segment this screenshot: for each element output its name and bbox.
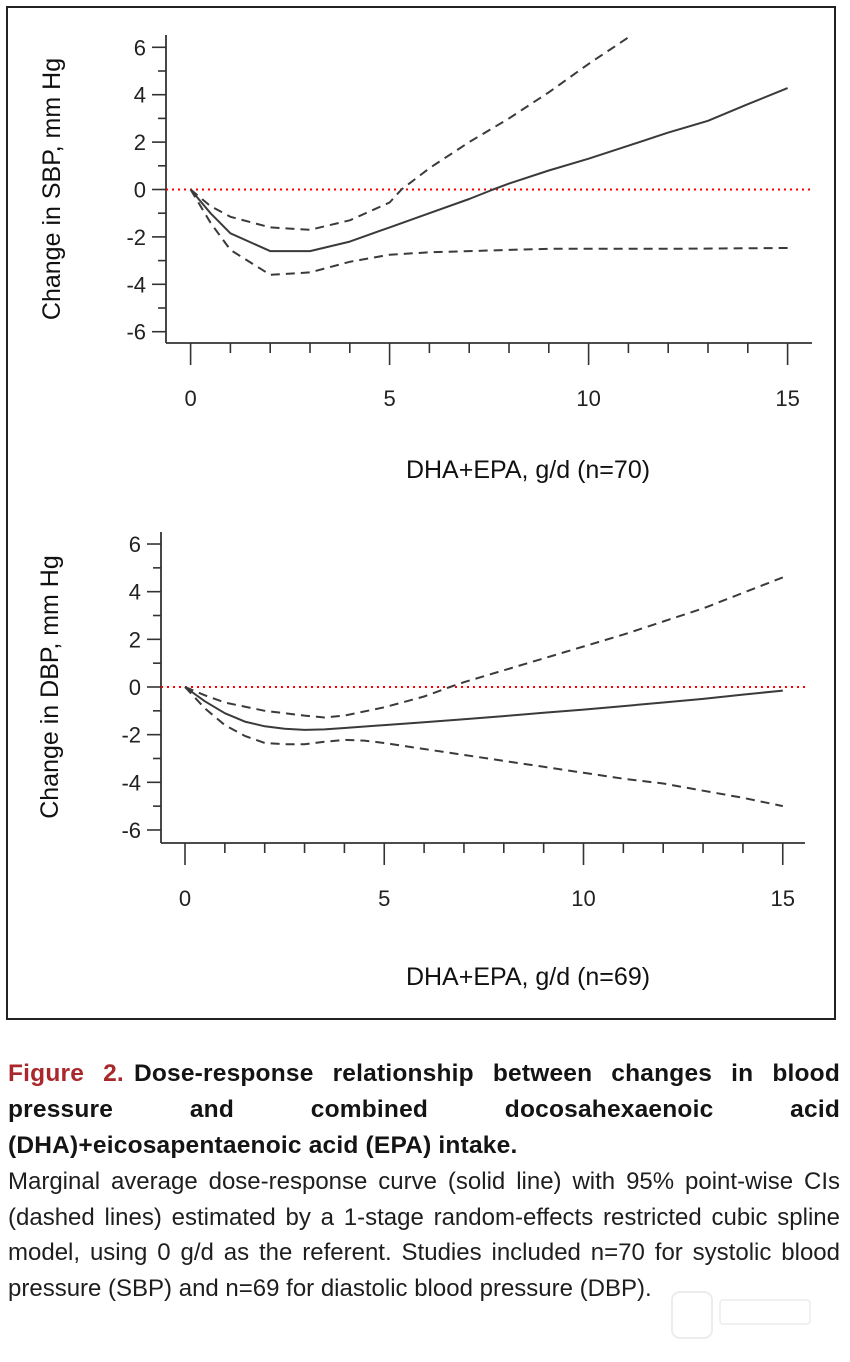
dbp-x-tick-label: 0 [179, 886, 191, 911]
dbp-y-tick-label: -2 [121, 723, 141, 748]
dbp-y-tick-label: 2 [129, 627, 141, 652]
sbp-y-axis-title: Change in SBP, mm Hg [38, 58, 66, 320]
dbp-y-tick-label: -6 [121, 818, 141, 843]
dbp-panel: Change in DBP, mm Hg DHA+EPA, g/d (n=69)… [36, 532, 805, 991]
sbp-estimate-line [189, 87, 788, 253]
dbp-y-tick-label: 6 [129, 532, 141, 557]
dbp-y-tick-label: 4 [129, 580, 141, 605]
sbp-y-tick-label: 4 [134, 83, 146, 108]
caption-body: Marginal average dose-response curve (so… [8, 1168, 840, 1302]
dbp-lower-95-ci-line [184, 686, 784, 808]
sbp-x-tick-label: 10 [576, 386, 600, 411]
dbp-x-axis-title: DHA+EPA, g/d (n=69) [406, 963, 650, 991]
sbp-x-tick-label: 0 [184, 386, 196, 411]
dbp-x-tick-label: 15 [771, 886, 795, 911]
sbp-y-tick-label: 2 [134, 130, 146, 155]
figure-caption: Figure 2. Dose-response relationship betw… [8, 1056, 840, 1306]
caption-title: Figure 2. Dose-response relationship betw… [8, 1056, 840, 1164]
caption-heading: Dose-response relationship between chang… [8, 1060, 840, 1159]
dbp-y-axis-title: Change in DBP, mm Hg [36, 555, 64, 819]
sbp-x-tick-label: 5 [383, 386, 395, 411]
dbp-y-tick-label: -4 [121, 770, 141, 795]
dbp-upper-95-ci-line [184, 576, 784, 719]
sbp-lower-95-ci-line [189, 188, 788, 276]
sbp-panel: Change in SBP, mm Hg DHA+EPA, g/d (n=70)… [38, 34, 812, 484]
sbp-y-tick-label: 0 [134, 178, 146, 203]
dbp-x-tick-label: 5 [378, 886, 390, 911]
sbp-x-tick-label: 15 [775, 386, 799, 411]
sbp-upper-95-ci-line [189, 34, 632, 231]
figure-label: Figure 2. [8, 1060, 124, 1087]
sbp-y-tick-label: 6 [134, 35, 146, 60]
sbp-x-axis-title: DHA+EPA, g/d (n=70) [406, 456, 650, 484]
sbp-y-tick-label: -4 [126, 272, 146, 297]
dbp-estimate-line [184, 686, 783, 731]
dbp-y-tick-label: 0 [129, 675, 141, 700]
figure-svg: Change in SBP, mm Hg DHA+EPA, g/d (n=70)… [36, 34, 812, 991]
sbp-y-tick-label: -6 [126, 320, 146, 345]
dbp-x-tick-label: 10 [571, 886, 595, 911]
watermark-logo-icon [671, 1291, 811, 1339]
sbp-y-tick-label: -2 [126, 225, 146, 250]
